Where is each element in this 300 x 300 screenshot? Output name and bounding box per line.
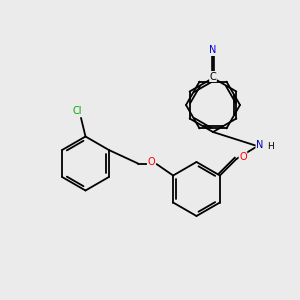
- Text: H: H: [267, 142, 274, 151]
- Text: N: N: [256, 140, 263, 150]
- Text: O: O: [239, 152, 247, 162]
- Text: Cl: Cl: [73, 106, 82, 116]
- Text: C: C: [210, 71, 216, 82]
- Text: N: N: [209, 45, 217, 55]
- Text: O: O: [147, 157, 155, 167]
